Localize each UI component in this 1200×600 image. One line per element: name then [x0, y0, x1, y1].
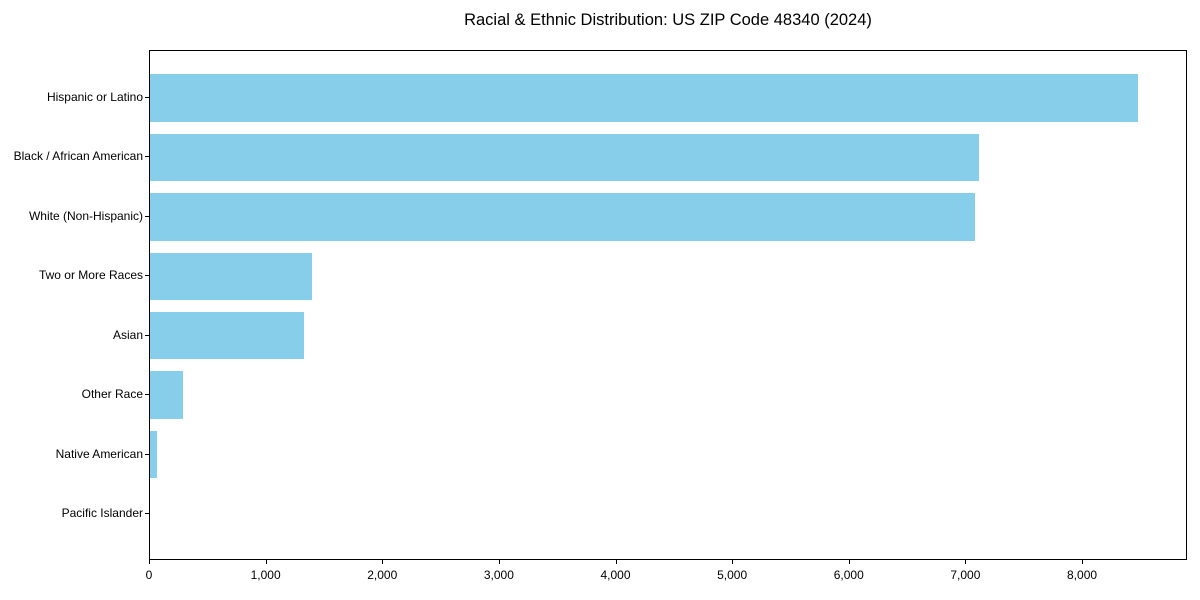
chart-title: Racial & Ethnic Distribution: US ZIP Cod… [464, 11, 872, 29]
y-tick-label: Pacific Islander [61, 506, 143, 521]
x-tick-label: 3,000 [483, 568, 514, 582]
x-tick-label: 2,000 [367, 568, 398, 582]
bar-native-american [150, 430, 157, 479]
x-tick-label: 7,000 [950, 568, 981, 582]
y-tick-mark [145, 394, 149, 396]
y-tick-mark [145, 96, 149, 98]
bar-other-race [150, 371, 183, 419]
y-tick-mark [145, 156, 149, 158]
y-tick-label: Hispanic or Latino [46, 89, 143, 104]
x-tick-label: 0 [145, 568, 153, 582]
y-tick-label: Native American [55, 446, 143, 461]
y-tick-label: Asian [112, 327, 143, 342]
plot-area [149, 50, 1187, 560]
x-tick-mark [382, 560, 384, 564]
bar-black-african-american [150, 133, 980, 182]
bar-two-or-more-races [150, 252, 313, 301]
x-tick-label: 1,000 [250, 568, 281, 582]
bar-asian [150, 311, 304, 360]
bar-white-non-hispanic [150, 193, 975, 241]
y-tick-label: Two or More Races [38, 268, 143, 283]
x-tick-label: 5,000 [717, 568, 748, 582]
y-tick-label: Other Race [81, 387, 143, 402]
x-tick-mark [848, 560, 850, 564]
bar-hispanic-or-latino [150, 74, 1138, 122]
y-tick-label: White (Non-Hispanic) [28, 208, 143, 223]
y-tick-mark [145, 513, 149, 515]
x-tick-mark [965, 560, 967, 564]
x-tick-mark [265, 560, 267, 564]
y-tick-mark [145, 334, 149, 336]
y-tick-label: Black / African American [13, 149, 143, 164]
y-tick-mark [145, 453, 149, 455]
x-tick-label: 8,000 [1067, 568, 1098, 582]
x-tick-mark [732, 560, 734, 564]
x-tick-label: 4,000 [600, 568, 631, 582]
x-tick-mark [1082, 560, 1084, 564]
y-tick-mark [145, 215, 149, 217]
x-tick-mark [149, 560, 150, 564]
x-tick-mark [615, 560, 617, 564]
y-tick-mark [145, 275, 149, 277]
x-tick-label: 6,000 [833, 568, 864, 582]
x-tick-mark [498, 560, 500, 564]
